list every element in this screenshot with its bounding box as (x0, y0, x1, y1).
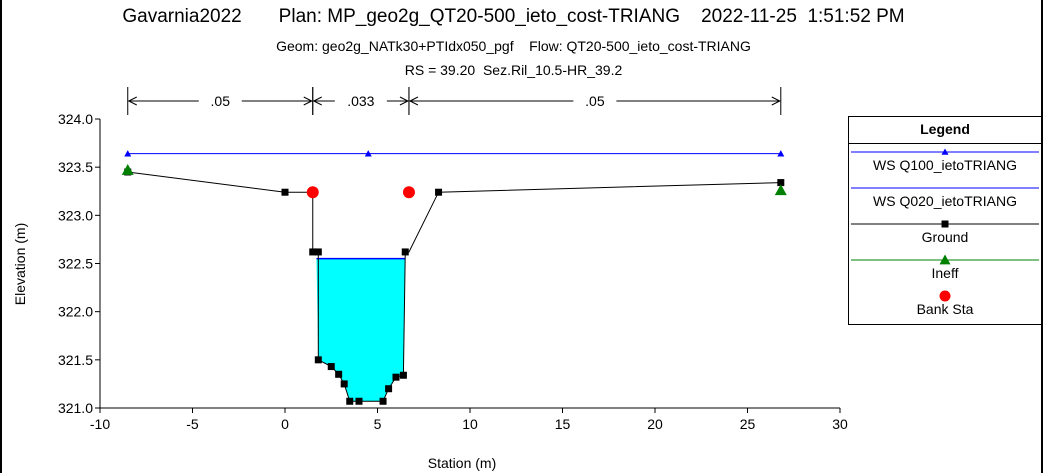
ws-point (364, 150, 372, 157)
series-line (127, 171, 781, 402)
series-layer (121, 150, 787, 405)
y-axis-label: Elevation (m) (12, 223, 28, 305)
legend-swatch (939, 290, 951, 302)
ground-point (379, 397, 387, 405)
ground-point (327, 363, 335, 371)
chart-subtitle-river-station: RS = 39.20 Sez.Ril_10.5-HR_39.2 (404, 62, 623, 78)
legend-swatch-marker (941, 148, 949, 155)
x-tick-label: 10 (462, 416, 478, 432)
y-tick-label: 322.5 (58, 256, 93, 272)
mannings-n-label: .05 (585, 93, 605, 109)
series-bank-sta (306, 186, 415, 199)
series-ground (124, 168, 785, 405)
x-tick-label: 0 (281, 416, 289, 432)
n-arrow-head (408, 96, 419, 106)
ws-point (777, 150, 785, 157)
ws-point (124, 150, 132, 157)
n-arrow-head (312, 96, 322, 106)
legend-entry-label: Ground (921, 229, 969, 245)
series-ineff (121, 164, 787, 196)
chart-title: Gavarnia2022 Plan: MP_geo2g_QT20-500_iet… (122, 6, 905, 27)
x-tick-label: 25 (740, 416, 756, 432)
legend-swatch (851, 254, 1039, 265)
x-axis-label: Station (m) (428, 455, 496, 471)
ineff-point (774, 184, 787, 196)
chart-subtitle-geom-flow: Geom: geo2g_NATk30+PTIdx050_pgf Flow: QT… (276, 38, 751, 54)
ground-point (355, 397, 363, 405)
y-tick-label: 321.0 (58, 400, 93, 416)
ground-point (435, 188, 443, 196)
y-tick-label: 324.0 (58, 111, 93, 127)
n-arrow-head (127, 96, 137, 106)
ground-point (314, 356, 322, 364)
legend-entry: Ineff (849, 253, 1041, 283)
x-tick-label: -10 (90, 416, 110, 432)
y-tick-label: 323.0 (58, 207, 93, 223)
ground-point (335, 370, 343, 378)
ground-point (281, 188, 289, 196)
water-fill (316, 257, 406, 402)
y-tick-label: 321.5 (58, 352, 93, 368)
n-arrow-head (303, 96, 313, 106)
legend-title-separator (849, 143, 1041, 144)
legend-entry: WS Q100_ietoTRIANG (849, 145, 1041, 175)
legend-swatch (851, 187, 1039, 189)
y-tick-label: 323.5 (58, 159, 93, 175)
ground-point (399, 371, 407, 379)
legend-swatch-marker (939, 254, 951, 265)
ground-point (401, 248, 409, 256)
legend-entry: WS Q020_ietoTRIANG (849, 181, 1041, 211)
legend-entry-label: Bank Sta (916, 301, 974, 317)
bank-station-point (402, 186, 415, 199)
y-tick-label: 322.0 (58, 304, 93, 320)
mannings-n-label: .05 (211, 93, 231, 109)
legend-swatch-marker (941, 220, 949, 228)
ground-point (346, 397, 354, 405)
water-fill-polygon (316, 258, 406, 402)
ground-point (392, 373, 400, 381)
ground-point (340, 380, 348, 388)
legend-entry-label: WS Q020_ietoTRIANG (873, 193, 1017, 209)
mannings-n-label: .033 (347, 93, 374, 109)
n-arrow-head (771, 96, 781, 106)
x-tick-label: 5 (374, 416, 382, 432)
legend-box: Legend WS Q100_ietoTRIANG WS Q020_ietoTRI… (848, 116, 1042, 325)
legend-entry-label: WS Q100_ietoTRIANG (873, 157, 1017, 173)
ground-point (309, 248, 317, 256)
legend-swatch (851, 148, 1039, 155)
x-tick-label: 20 (647, 416, 663, 432)
ground-point (385, 385, 393, 393)
n-arrow-head (399, 96, 410, 106)
legend-entry: Bank Sta (849, 289, 1041, 319)
ineff-point (121, 164, 134, 175)
legend-entry: Ground (849, 217, 1041, 247)
axes: -10 -5 0 5 10 15 20 25 30 321.0 321.5 322.0 322.5 323… (58, 111, 848, 432)
ground-point (777, 179, 785, 187)
x-tick-label: 15 (555, 416, 571, 432)
mannings-n-annotations: .05 .033 .05 (127, 87, 782, 115)
bank-station-point (306, 186, 319, 199)
legend-title: Legend (920, 121, 970, 137)
legend-swatch-marker (939, 290, 951, 302)
legend-entry-label: Ineff (931, 265, 959, 281)
legend-swatch (851, 220, 1039, 228)
x-tick-label: -5 (186, 416, 199, 432)
ground-point (314, 248, 322, 256)
series-ws-q100-ietotriang (124, 150, 785, 157)
x-tick-label: 30 (832, 416, 848, 432)
